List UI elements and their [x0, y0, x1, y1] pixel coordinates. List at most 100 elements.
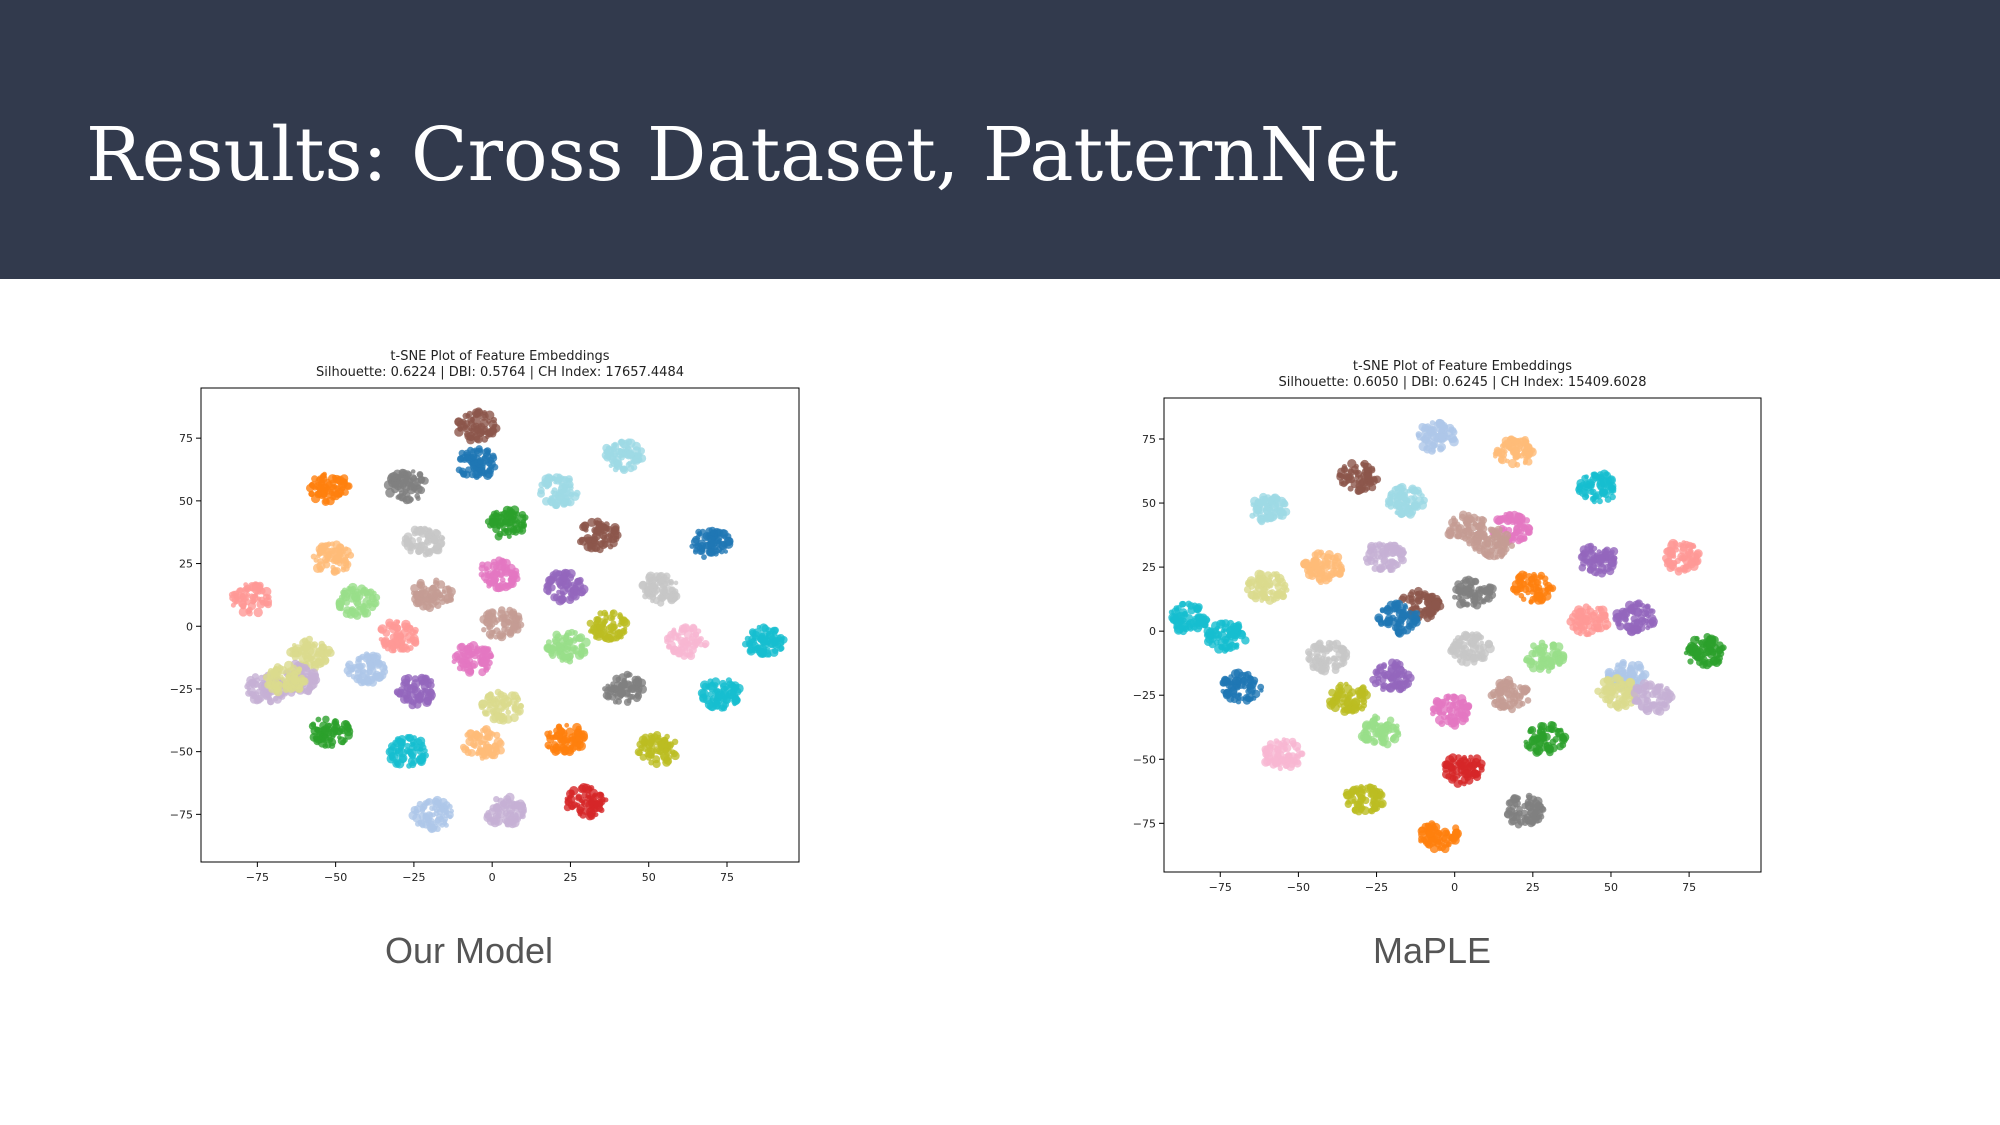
scatter-point	[1241, 636, 1250, 645]
scatter-point	[594, 800, 600, 806]
scatter-point	[1271, 493, 1277, 500]
scatter-point	[610, 442, 618, 449]
scatter-point	[678, 645, 686, 653]
scatter-point	[723, 536, 733, 547]
scatter-point	[1256, 503, 1262, 508]
scatter-point	[1441, 431, 1449, 438]
scatter-point	[1268, 512, 1278, 522]
scatter-point	[408, 811, 418, 820]
scatter-point	[1358, 479, 1366, 487]
scatter-point	[425, 811, 434, 820]
scatter-point	[1382, 606, 1392, 615]
scatter-point	[484, 430, 489, 436]
scatter-point	[612, 443, 620, 451]
scatter-point	[287, 675, 295, 683]
scatter-point	[635, 677, 643, 685]
scatter-point	[471, 742, 477, 748]
scatter-point	[1625, 684, 1632, 690]
scatter-point	[1361, 467, 1371, 477]
scatter-point	[1384, 496, 1394, 506]
scatter-point	[1527, 447, 1537, 457]
scatter-point	[434, 808, 439, 813]
scatter-point	[1695, 648, 1701, 654]
scatter-point	[565, 727, 574, 736]
scatter-point	[1614, 675, 1623, 684]
scatter-point	[501, 518, 511, 528]
scatter-point	[406, 484, 417, 495]
scatter-point	[568, 789, 575, 796]
scatter-point	[418, 754, 426, 763]
scatter-point	[1581, 474, 1589, 482]
scatter-point	[481, 427, 488, 434]
scatter-point	[1347, 485, 1354, 492]
scatter-point	[1486, 585, 1494, 593]
scatter-point	[678, 624, 687, 632]
scatter-point	[1496, 540, 1503, 547]
scatter-point	[1364, 558, 1372, 566]
scatter-point	[372, 670, 381, 679]
scatter-point	[319, 721, 328, 730]
scatter-point	[573, 588, 581, 596]
scatter-point	[1424, 594, 1430, 600]
scatter-point	[1578, 563, 1587, 572]
scatter-point	[418, 542, 428, 552]
scatter-point	[477, 748, 484, 755]
scatter-point	[657, 748, 664, 756]
scatter-point	[560, 746, 566, 752]
scatter-point	[1577, 623, 1586, 632]
scatter-point	[1395, 507, 1403, 516]
scatter-point	[577, 587, 587, 597]
scatter-point	[1480, 545, 1486, 551]
scatter-point	[627, 672, 633, 678]
scatter-point	[296, 669, 303, 676]
scatter-point	[1405, 497, 1411, 503]
scatter-point	[619, 616, 626, 622]
scatter-point	[314, 658, 323, 667]
scatter-point	[1465, 517, 1472, 525]
scatter-point	[625, 672, 631, 678]
scatter-point	[296, 669, 305, 678]
scatter-point	[1604, 477, 1613, 485]
scatter-point	[316, 735, 325, 744]
scatter-point	[1369, 467, 1376, 474]
scatter-point	[1477, 526, 1483, 533]
scatter-point	[1623, 607, 1628, 613]
scatter-point	[308, 722, 317, 730]
scatter-point	[587, 799, 594, 806]
scatter-point	[333, 567, 341, 575]
scatter-point	[242, 585, 250, 594]
scatter-point	[1318, 561, 1325, 569]
scatter-point	[578, 652, 585, 659]
scatter-point	[1354, 469, 1363, 478]
scatter-point	[763, 635, 770, 641]
scatter-point	[1466, 586, 1473, 593]
scatter-point	[309, 655, 315, 661]
scatter-point	[1323, 648, 1330, 655]
scatter-point	[315, 726, 321, 733]
scatter-point	[686, 651, 696, 661]
scatter-point	[343, 726, 354, 737]
scatter-point	[1267, 515, 1275, 523]
scatter-point	[610, 685, 620, 694]
scatter-point	[563, 569, 571, 577]
scatter-point	[1710, 638, 1717, 644]
scatter-point	[734, 683, 744, 694]
scatter-point	[1201, 620, 1209, 629]
scatter-point	[1433, 606, 1440, 613]
scatter-point	[1692, 650, 1701, 659]
scatter-point	[1588, 548, 1595, 555]
scatter-point	[472, 432, 481, 441]
scatter-point	[1315, 645, 1321, 651]
scatter-point	[390, 624, 396, 630]
scatter-point	[578, 783, 589, 793]
scatter-point	[458, 449, 466, 457]
scatter-point	[1273, 590, 1283, 600]
scatter-point	[306, 654, 312, 660]
scatter-point	[1308, 561, 1316, 569]
scatter-point	[500, 558, 506, 564]
scatter-point	[1716, 641, 1724, 649]
scatter-point	[1382, 619, 1389, 627]
scatter-point	[1507, 439, 1515, 447]
scatter-point	[330, 734, 336, 740]
cluster-17	[586, 609, 631, 643]
